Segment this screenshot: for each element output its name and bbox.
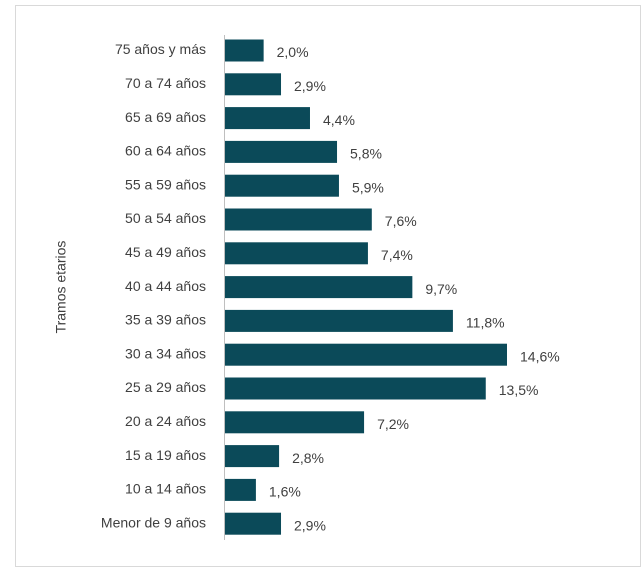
data-label: 2,8% <box>292 450 324 466</box>
data-label: 7,6% <box>385 213 417 229</box>
y-tick-label: 55 a 59 años <box>125 176 206 192</box>
bar <box>225 73 282 96</box>
y-tick-label: 60 a 64 años <box>125 143 206 159</box>
data-label: 4,4% <box>323 112 355 128</box>
bar <box>225 276 413 299</box>
bar <box>225 512 282 535</box>
bar <box>225 208 372 231</box>
y-tick-label: 20 a 24 años <box>125 413 206 429</box>
bar <box>225 242 368 265</box>
y-tick-label: 15 a 19 años <box>125 447 206 463</box>
y-tick-label: 10 a 14 años <box>125 481 206 497</box>
y-tick-label: 25 a 29 años <box>125 379 206 395</box>
bar <box>225 343 507 366</box>
bar <box>225 140 338 163</box>
bar <box>225 478 256 501</box>
bar <box>225 411 365 434</box>
y-tick-label: 30 a 34 años <box>125 345 206 361</box>
data-label: 1,6% <box>269 484 301 500</box>
y-tick-label: 45 a 49 años <box>125 244 206 260</box>
data-label: 14,6% <box>520 348 560 364</box>
data-label: 2,0% <box>277 44 309 60</box>
bar <box>225 309 453 332</box>
data-label: 9,7% <box>425 281 457 297</box>
y-tick-label: Menor de 9 años <box>101 514 206 530</box>
y-axis-title: Tramos etarios <box>53 241 69 334</box>
bar <box>225 377 486 400</box>
bar <box>225 445 280 468</box>
data-label: 2,9% <box>294 517 326 533</box>
data-label: 11,8% <box>466 315 505 331</box>
y-tick-label: 35 a 39 años <box>125 312 206 328</box>
bar <box>225 39 264 62</box>
data-label: 5,8% <box>350 146 382 162</box>
data-label: 5,9% <box>352 179 384 195</box>
y-tick-label: 70 a 74 años <box>125 75 206 91</box>
bar <box>225 107 310 130</box>
y-tick-label: 50 a 54 años <box>125 210 206 226</box>
data-label: 2,9% <box>294 78 326 94</box>
data-label: 7,4% <box>381 247 413 263</box>
bar <box>225 174 339 197</box>
data-label: 13,5% <box>499 382 539 398</box>
y-tick-label: 65 a 69 años <box>125 109 206 125</box>
y-tick-label: 75 años y más <box>115 41 206 57</box>
y-tick-label: 40 a 44 años <box>125 278 206 294</box>
data-label: 7,2% <box>377 416 409 432</box>
